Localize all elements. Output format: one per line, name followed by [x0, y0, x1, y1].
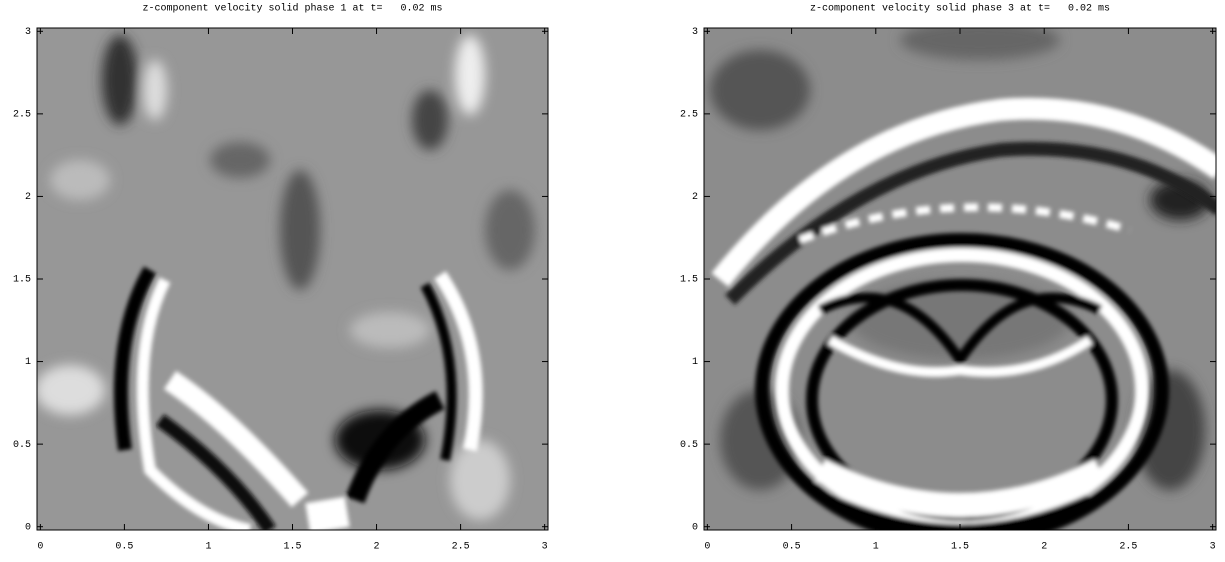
x-tick-label: 2.5: [452, 542, 470, 553]
chart-title: z-component velocity solid phase 3 at t=…: [810, 3, 1110, 15]
x-tick-label: 1.5: [283, 542, 301, 553]
y-tick-label: 0.5: [13, 440, 31, 451]
y-tick-label: 2: [692, 192, 698, 203]
y-tick-label: 0.5: [680, 440, 698, 451]
y-tick-label: 1: [25, 357, 31, 368]
y-tick-label: 0: [25, 522, 31, 533]
chart-title: z-component velocity solid phase 1 at t=…: [142, 3, 442, 15]
field-right: [704, 28, 1216, 530]
x-tick-label: 0: [37, 542, 43, 553]
x-tick-label: 1: [205, 542, 211, 553]
y-tick-label: 2: [25, 192, 31, 203]
y-tick-label: 2.5: [680, 110, 698, 121]
x-tick-label: 0: [704, 542, 710, 553]
x-tick-label: 1: [873, 542, 879, 553]
y-tick-label: 1.5: [13, 275, 31, 286]
x-tick-label: 1.5: [951, 542, 969, 553]
x-tick-label: 2.5: [1119, 542, 1137, 553]
y-tick-label: 3: [692, 27, 698, 38]
x-tick-label: 3: [542, 542, 548, 553]
y-tick-label: 1.5: [680, 275, 698, 286]
y-tick-label: 3: [25, 27, 31, 38]
y-tick-label: 0: [692, 522, 698, 533]
x-tick-label: 0.5: [115, 542, 133, 553]
y-tick-label: 1: [692, 357, 698, 368]
x-tick-label: 3: [1210, 542, 1216, 553]
x-tick-label: 2: [1041, 542, 1047, 553]
y-tick-label: 2.5: [13, 110, 31, 121]
field-left: [37, 28, 548, 530]
x-tick-label: 0.5: [783, 542, 801, 553]
x-tick-label: 2: [374, 542, 380, 553]
